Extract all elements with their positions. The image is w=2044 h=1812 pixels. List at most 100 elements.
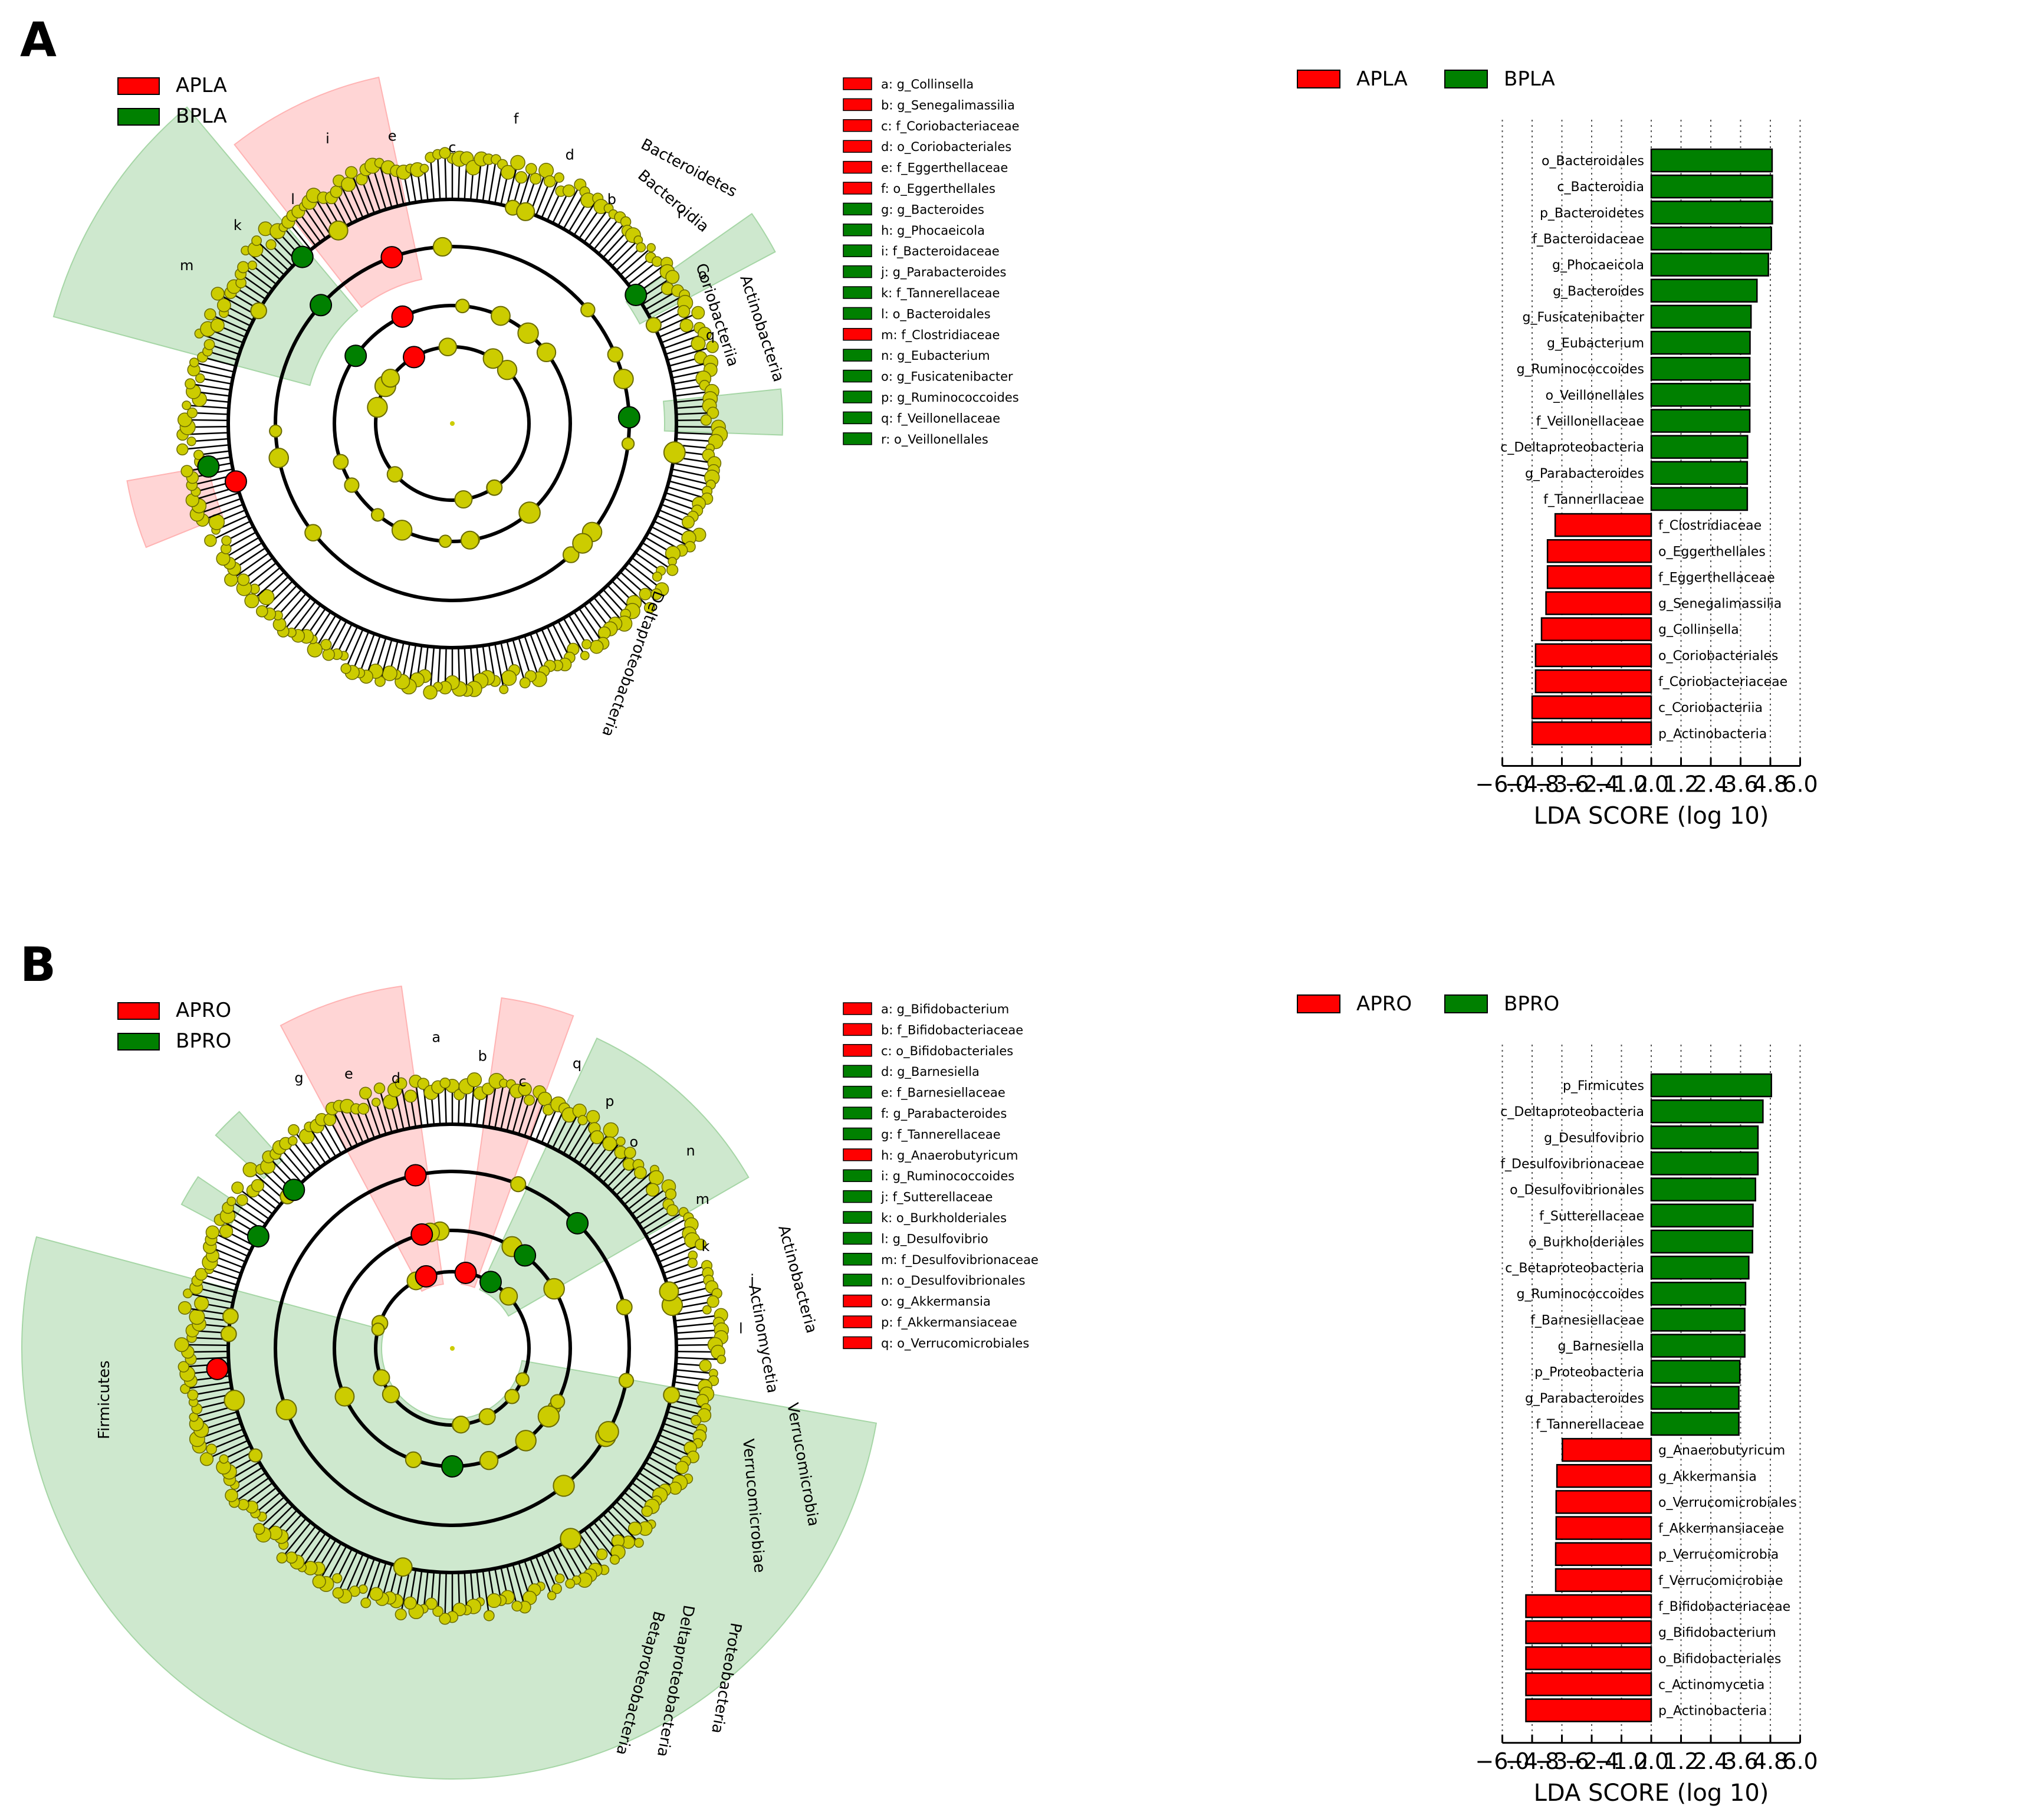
tree-branch bbox=[277, 589, 303, 616]
tree-branch bbox=[234, 1477, 270, 1503]
tree-branch bbox=[627, 562, 663, 590]
tree-branch bbox=[563, 618, 586, 656]
biomarker-node bbox=[197, 455, 220, 478]
tree-leaf-node bbox=[395, 1608, 407, 1621]
tree-branch bbox=[512, 639, 526, 683]
key-swatch bbox=[843, 1273, 872, 1286]
bar bbox=[1650, 1334, 1746, 1358]
tree-branch bbox=[229, 541, 263, 564]
tree-leaf-node bbox=[216, 552, 231, 566]
tree-branch bbox=[269, 585, 298, 615]
tree-branch bbox=[638, 547, 673, 571]
bar bbox=[1531, 695, 1652, 720]
cladogram: BacteroidetesBacteroidiaCoriobacteriiaAc… bbox=[52, 76, 787, 739]
biomarker-node bbox=[310, 294, 333, 317]
tree-branch bbox=[444, 1572, 447, 1619]
tree-leaf-node bbox=[419, 163, 429, 173]
tree-node bbox=[386, 466, 403, 483]
key-swatch bbox=[843, 1002, 872, 1015]
biomarker-node bbox=[410, 1223, 433, 1246]
tree-branch bbox=[209, 1268, 239, 1280]
key-swatch bbox=[843, 1336, 872, 1350]
tree-node bbox=[553, 1475, 575, 1497]
key-swatch bbox=[843, 1023, 872, 1036]
bar bbox=[1525, 1698, 1652, 1722]
legend-swatch bbox=[1297, 70, 1340, 88]
tree-leaf-node bbox=[547, 1591, 557, 1601]
tree-branch bbox=[261, 580, 294, 612]
x-axis-title: LDA SCORE (log 10) bbox=[1534, 802, 1769, 829]
tree-leaf-node bbox=[203, 339, 215, 350]
tree-branch bbox=[211, 1239, 249, 1258]
x-tick-label: −4.8 bbox=[1505, 1748, 1559, 1774]
tree-leaf-node bbox=[695, 1238, 707, 1250]
tree-branch bbox=[192, 412, 229, 415]
tree-leaf-node bbox=[706, 1295, 719, 1308]
tree-node bbox=[516, 202, 535, 221]
tree-node bbox=[382, 1385, 400, 1404]
bar-label: o_Eggerthellales bbox=[1658, 544, 1766, 559]
bar-label: o_Bacteroidales bbox=[1542, 154, 1644, 169]
tree-leaf-node bbox=[706, 340, 719, 353]
bar-label: f_Sutterellaceae bbox=[1539, 1209, 1644, 1224]
bar-label: p_Firmicutes bbox=[1563, 1079, 1644, 1094]
tree-branch bbox=[254, 566, 281, 590]
x-tick-label: −3.6 bbox=[1534, 771, 1589, 797]
tree-branch bbox=[642, 541, 673, 562]
tree-node bbox=[373, 1369, 390, 1387]
bar bbox=[1545, 591, 1652, 615]
tree-leaf-node bbox=[665, 270, 680, 284]
key-entry: g: f_Tannerellaceae bbox=[881, 1127, 1001, 1142]
biomarker-node bbox=[514, 1244, 537, 1267]
key-swatch bbox=[843, 244, 872, 257]
key-swatch bbox=[843, 432, 872, 445]
key-swatch bbox=[843, 1127, 872, 1141]
clade-marker: b bbox=[607, 191, 616, 208]
tree-leaf-node bbox=[699, 1359, 712, 1372]
tree-branch bbox=[436, 154, 441, 200]
tree-branch bbox=[663, 1262, 693, 1274]
tree-leaf-node bbox=[511, 1600, 522, 1612]
tree-branch bbox=[518, 637, 531, 677]
tree-branch bbox=[192, 1387, 232, 1396]
tree-node bbox=[432, 237, 452, 257]
tree-branch bbox=[518, 168, 532, 210]
panel-letter: B bbox=[20, 937, 56, 992]
bar bbox=[1650, 1229, 1753, 1254]
tree-node bbox=[478, 1408, 496, 1426]
clade-marker: c bbox=[518, 1074, 526, 1090]
bar bbox=[1650, 226, 1772, 251]
tree-branch bbox=[343, 626, 359, 656]
tree-node bbox=[663, 441, 686, 464]
legend-label: BPRO bbox=[176, 1029, 231, 1053]
tree-branch bbox=[552, 1548, 571, 1584]
tree-branch bbox=[464, 647, 468, 691]
tree-leaf-node bbox=[178, 1361, 189, 1373]
key-entry: p: f_Akkermansiaceae bbox=[881, 1315, 1017, 1330]
tree-node bbox=[367, 396, 388, 418]
tree-leaf-node bbox=[323, 1113, 337, 1127]
tree-branch bbox=[623, 257, 652, 281]
bar-label: p_Proteobacteria bbox=[1534, 1365, 1644, 1380]
x-tick-label: 6.0 bbox=[1782, 771, 1818, 797]
tree-leaf-node bbox=[554, 172, 564, 183]
key-entry: q: f_Veillonellaceae bbox=[881, 411, 1000, 426]
tree-branch bbox=[337, 1551, 359, 1594]
tree-leaf-node bbox=[597, 626, 611, 639]
tree-branch bbox=[656, 312, 699, 333]
tree-node bbox=[497, 359, 518, 380]
key-swatch bbox=[843, 1211, 872, 1224]
tree-root bbox=[450, 421, 455, 426]
biomarker-node bbox=[403, 346, 425, 369]
bar-label: p_Bacteroidetes bbox=[1540, 206, 1644, 221]
bar-label: o_Burkholderiales bbox=[1529, 1235, 1644, 1250]
legend-label: BPRO bbox=[1504, 992, 1559, 1016]
x-tick-label: 4.8 bbox=[1753, 771, 1788, 797]
key-entry: n: o_Desulfovibrionales bbox=[881, 1273, 1026, 1288]
key-swatch bbox=[843, 369, 872, 383]
tree-branch bbox=[464, 1572, 468, 1610]
bar-label: f_Bacteroidaceae bbox=[1532, 232, 1644, 247]
tree-leaf-node bbox=[691, 1414, 702, 1426]
tree-leaf-node bbox=[237, 573, 250, 586]
